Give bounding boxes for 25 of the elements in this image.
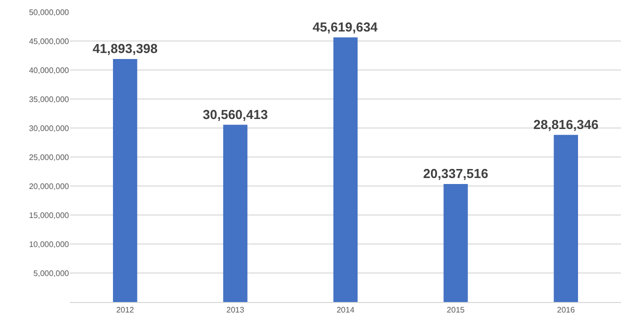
data-label: 30,560,413 <box>202 106 268 122</box>
data-label: 28,816,346 <box>533 116 598 132</box>
bar <box>333 37 358 302</box>
x-tick-label: 2016 <box>557 306 576 315</box>
x-tick-label: 2013 <box>226 306 245 315</box>
y-tick-label: 15,000,000 <box>28 210 70 220</box>
y-tick-label: 50,000,000 <box>28 8 70 17</box>
y-tick-label: 20,000,000 <box>28 182 70 191</box>
x-tick-label: 2012 <box>116 306 135 315</box>
x-tick-label: 2014 <box>336 306 355 315</box>
bar <box>554 134 578 302</box>
data-label: 41,893,398 <box>92 41 158 56</box>
bar <box>112 59 138 302</box>
y-tick-label: 10,000,000 <box>28 240 70 249</box>
bar <box>223 124 248 302</box>
y-tick-label: 30,000,000 <box>28 124 70 133</box>
data-label: 20,337,516 <box>423 166 488 182</box>
y-tick-label: 5,000,000 <box>33 268 70 278</box>
y-tick-label: 25,000,000 <box>28 152 70 162</box>
y-tick-label: 35,000,000 <box>28 94 70 104</box>
y-tick-label: 40,000,000 <box>28 66 70 75</box>
y-tick-label: 45,000,000 <box>28 36 70 46</box>
data-label: 45,619,634 <box>312 19 378 34</box>
x-tick-label: 2015 <box>446 306 466 315</box>
bar <box>444 184 468 302</box>
